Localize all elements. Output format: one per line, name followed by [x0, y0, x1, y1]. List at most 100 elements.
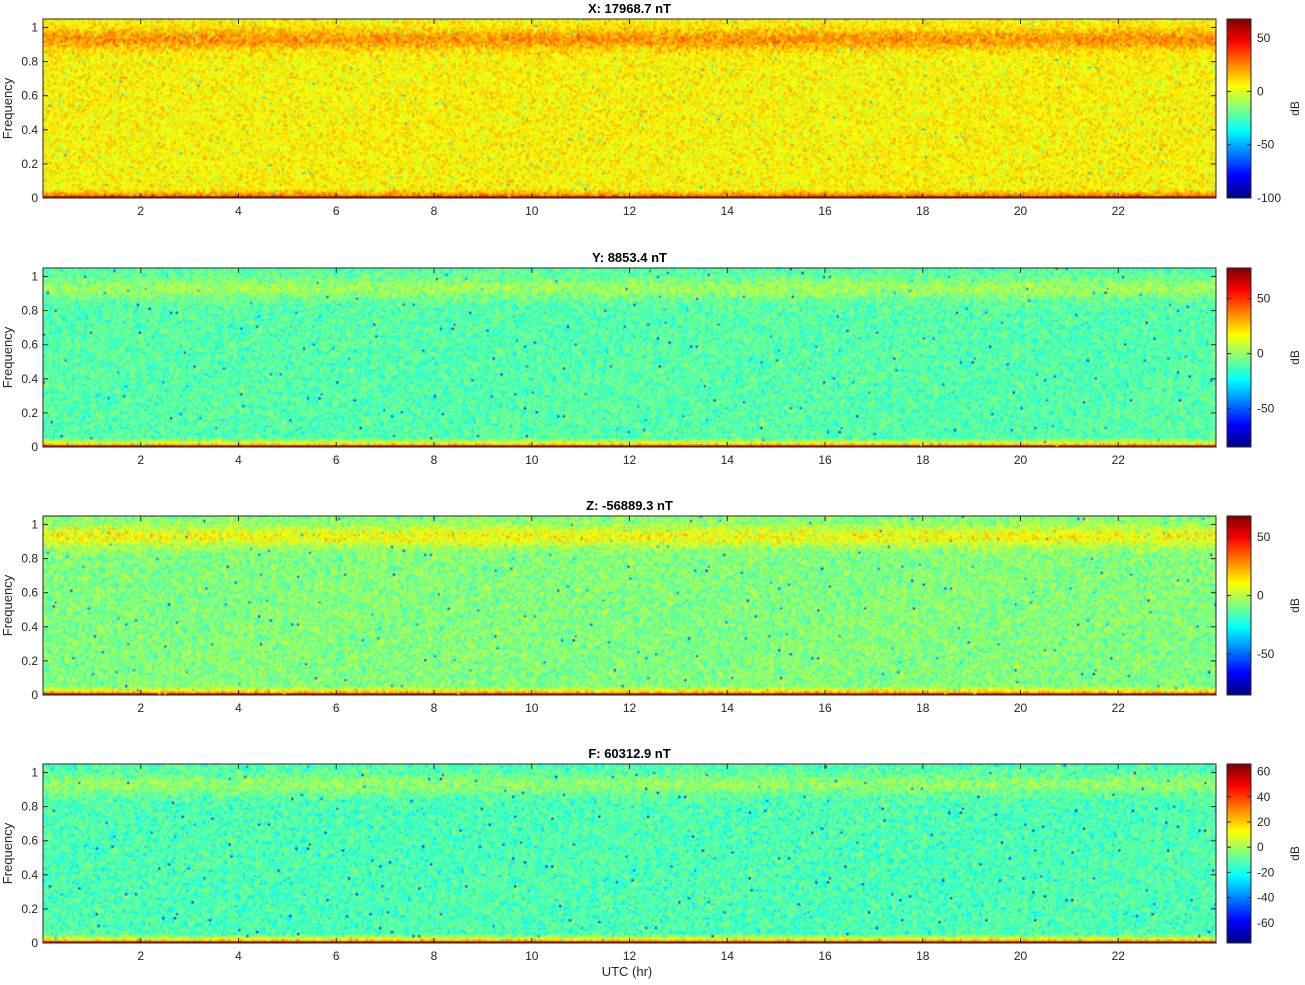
- x-tick-label: 2: [137, 949, 144, 963]
- x-tick-label: 22: [1112, 453, 1126, 467]
- y-tick-label: 0.2: [21, 902, 38, 916]
- x-tick-label: 18: [916, 701, 930, 715]
- x-tick-label: 4: [235, 204, 242, 218]
- y-axis-label: Frequency: [0, 326, 15, 388]
- y-tick-label: 0.4: [21, 372, 38, 386]
- x-tick-label: 12: [623, 949, 637, 963]
- x-tick-label: 16: [818, 701, 832, 715]
- y-tick-label: 0.8: [21, 800, 38, 814]
- y-tick-label: 0.6: [21, 586, 38, 600]
- x-tick-label: 6: [333, 453, 340, 467]
- spectrogram-panel-3: Z: -56889.3 nT2 4 6 8 10 12 14 16 18 20 2200.20.40…: [0, 498, 1302, 715]
- colorbar-label: dB: [1288, 101, 1302, 116]
- colorbar-tick-label: 0: [1257, 589, 1264, 603]
- x-tick-label: 14: [721, 204, 735, 218]
- colorbar: [1226, 18, 1252, 199]
- x-tick-label: 8: [431, 949, 438, 963]
- y-tick-label: 0.6: [21, 89, 38, 103]
- panel-title: Z: -56889.3 nT: [586, 498, 673, 513]
- y-tick-label: 1: [31, 518, 38, 532]
- y-tick-label: 0.2: [21, 406, 38, 420]
- x-tick-label: 12: [623, 701, 637, 715]
- x-tick-label: 18: [916, 949, 930, 963]
- colorbar-tick-label: -40: [1257, 891, 1275, 905]
- colorbar-label: dB: [1288, 350, 1302, 365]
- x-tick-label: 12: [623, 453, 637, 467]
- panel-title: X: 17968.7 nT: [588, 1, 671, 16]
- colorbar-tick-label: 50: [1257, 530, 1271, 544]
- y-tick-label: 0.4: [21, 123, 38, 137]
- colorbar-tick-label: -60: [1257, 916, 1275, 930]
- x-tick-label: 8: [431, 453, 438, 467]
- spectrogram-image: [43, 19, 1216, 198]
- y-tick-label: 0: [31, 936, 38, 950]
- colorbar: [1226, 515, 1252, 696]
- y-tick-label: 1: [31, 766, 38, 780]
- y-tick-label: 1: [31, 270, 38, 284]
- y-tick-label: 0: [31, 440, 38, 454]
- x-tick-label: 6: [333, 701, 340, 715]
- y-axis-label: Frequency: [0, 574, 15, 636]
- x-axis-label: UTC (hr): [602, 964, 653, 979]
- x-tick-label: 20: [1014, 949, 1028, 963]
- x-tick-label: 22: [1112, 949, 1126, 963]
- colorbar-tick-label: 50: [1257, 292, 1271, 306]
- y-tick-label: 0.8: [21, 552, 38, 566]
- x-tick-label: 10: [525, 453, 539, 467]
- colorbar: [1226, 267, 1252, 448]
- y-axis-label: Frequency: [0, 77, 15, 139]
- colorbar-tick-label: -50: [1257, 138, 1275, 152]
- x-tick-label: 20: [1014, 701, 1028, 715]
- x-tick-label: 22: [1112, 204, 1126, 218]
- x-tick-label: 4: [235, 701, 242, 715]
- panel-title: Y: 8853.4 nT: [592, 250, 667, 265]
- y-tick-label: 0.6: [21, 834, 38, 848]
- x-tick-label: 10: [525, 204, 539, 218]
- x-tick-label: 2: [137, 204, 144, 218]
- colorbar-tick-label: 0: [1257, 84, 1264, 98]
- y-tick-label: 1: [31, 21, 38, 35]
- y-tick-label: 0.4: [21, 620, 38, 634]
- colorbar-tick-label: -20: [1257, 865, 1275, 879]
- x-tick-label: 12: [623, 204, 637, 218]
- colorbar: [1226, 763, 1252, 944]
- colorbar-tick-label: -50: [1257, 402, 1275, 416]
- colorbar-tick-label: 50: [1257, 31, 1271, 45]
- x-tick-label: 6: [333, 949, 340, 963]
- y-tick-label: 0.4: [21, 868, 38, 882]
- x-tick-label: 10: [525, 701, 539, 715]
- colorbar-tick-label: 0: [1257, 347, 1264, 361]
- spectrogram-panel-2: Y: 8853.4 nT2 4 6 8 10 12 14 16 18 20 2200.20.40.6…: [0, 250, 1302, 467]
- y-tick-label: 0: [31, 688, 38, 702]
- x-tick-label: 16: [818, 949, 832, 963]
- x-tick-label: 6: [333, 204, 340, 218]
- spectrogram-panel-4: F: 60312.9 nT2 4 6 8 10 12 14 16 18 20 2200.20.40.…: [0, 746, 1302, 963]
- y-tick-label: 0.6: [21, 338, 38, 352]
- x-tick-label: 8: [431, 204, 438, 218]
- y-tick-label: 0.2: [21, 654, 38, 668]
- colorbar-label: dB: [1288, 846, 1302, 861]
- x-tick-label: 2: [137, 453, 144, 467]
- x-tick-label: 2: [137, 701, 144, 715]
- y-tick-label: 0.2: [21, 157, 38, 171]
- x-tick-label: 14: [721, 701, 735, 715]
- colorbar-tick-label: 0: [1257, 840, 1264, 854]
- spectrogram-image: [43, 764, 1216, 943]
- x-tick-label: 14: [721, 949, 735, 963]
- x-tick-label: 18: [916, 204, 930, 218]
- x-tick-label: 4: [235, 453, 242, 467]
- y-tick-label: 0.8: [21, 304, 38, 318]
- x-tick-label: 18: [916, 453, 930, 467]
- colorbar-label: dB: [1288, 598, 1302, 613]
- x-tick-label: 16: [818, 204, 832, 218]
- colorbar-tick-label: -50: [1257, 647, 1275, 661]
- y-tick-label: 0: [31, 191, 38, 205]
- colorbar-tick-label: 60: [1257, 765, 1271, 779]
- spectrogram-panel-1: X: 17968.7 nT2 4 6 8 10 12 14 16 18 20 2200.20.40.…: [0, 1, 1302, 218]
- colorbar-tick-label: 20: [1257, 815, 1271, 829]
- y-axis-label: Frequency: [0, 822, 15, 884]
- x-tick-label: 20: [1014, 204, 1028, 218]
- colorbar-tick-label: -100: [1257, 191, 1281, 205]
- x-tick-label: 20: [1014, 453, 1028, 467]
